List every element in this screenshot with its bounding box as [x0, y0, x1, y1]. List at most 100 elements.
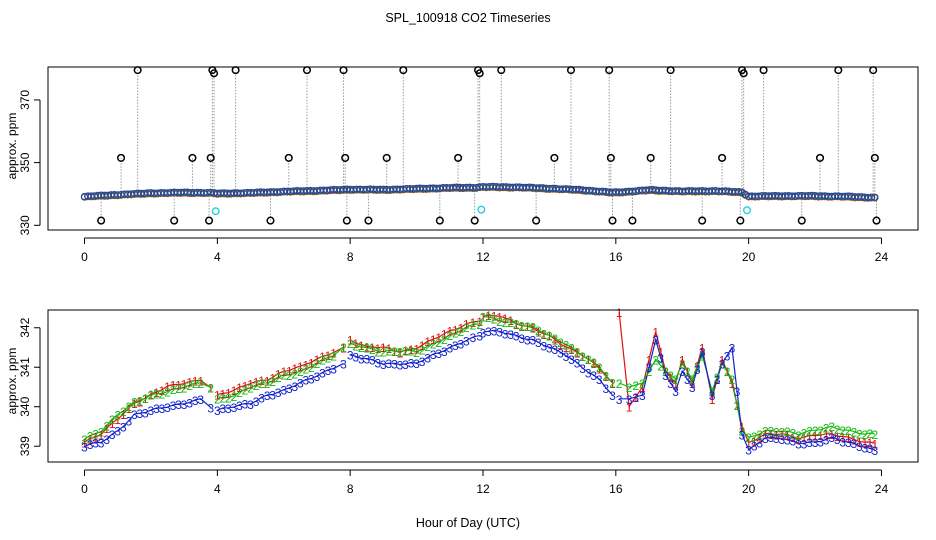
series-2-label: 2 [574, 345, 581, 359]
series-1-label: 1 [225, 387, 232, 401]
series-2-label: 2 [491, 312, 498, 326]
series-2-label: 2 [358, 341, 365, 355]
series-3-label: 3 [314, 370, 321, 384]
figure-title: SPL_100918 CO2 Timeseries [385, 11, 550, 25]
series-1-label: 1 [142, 392, 149, 406]
series-2-label: 2 [502, 316, 509, 330]
series-2-label: 2 [352, 340, 359, 354]
series-2-label: 2 [667, 369, 674, 383]
series-2-label: 2 [264, 377, 271, 391]
series-3-label: 3 [795, 437, 802, 451]
series-2-label: 2 [603, 370, 610, 384]
series-1-label: 1 [236, 381, 243, 395]
series-2-label: 2 [413, 346, 420, 360]
series-3-label: 3 [363, 353, 370, 367]
series-3-label: 3 [247, 398, 254, 412]
top-x-tick-label: 4 [214, 250, 221, 264]
series-2-label: 2 [745, 431, 752, 445]
top-plot-frame [47, 66, 919, 231]
series-1-label: 1 [408, 343, 415, 357]
series-1-label: 1 [684, 365, 691, 379]
series-1-label: 1 [458, 321, 465, 335]
series-3-label: 3 [513, 329, 520, 343]
series-2-label: 2 [181, 382, 188, 396]
series-2-label: 2 [485, 311, 492, 325]
series-2-label: 2 [159, 388, 166, 402]
series-1-label: 1 [845, 431, 852, 445]
top-x-tick-label: 24 [875, 250, 889, 264]
series-2-label: 2 [867, 427, 874, 441]
series-1-label: 1 [470, 316, 477, 330]
series-1-label: 1 [435, 331, 442, 345]
bottom-y-tick-label: 342 [18, 317, 32, 337]
series-2-label: 2 [839, 424, 846, 438]
series-3-label: 3 [529, 333, 536, 347]
series-3-label: 3 [142, 407, 149, 421]
series-1-label: 1 [867, 436, 874, 450]
series-1-label: 1 [286, 365, 293, 379]
series-1-label: 1 [303, 358, 310, 372]
series-1-label: 1 [568, 343, 575, 357]
series-1-label: 1 [386, 342, 393, 356]
series-2-label: 2 [513, 318, 520, 332]
series-3-label: 3 [507, 328, 514, 342]
spike-point [204, 216, 214, 225]
series-3-label: 3 [352, 350, 359, 364]
series-3-label: 3 [391, 357, 398, 371]
series-2-label: 2 [297, 365, 304, 379]
spike-point [284, 153, 293, 162]
series-2-label: 2 [109, 413, 116, 427]
series-1-label: 1 [197, 374, 204, 388]
series-2-label: 2 [817, 424, 824, 438]
series-2-label: 2 [734, 399, 741, 413]
spike-point [718, 153, 727, 162]
spike-point [97, 216, 106, 225]
spike-point [117, 153, 126, 162]
series-3-label: 3 [264, 389, 271, 403]
series-2-label: 2 [535, 324, 542, 338]
spike-point [815, 153, 825, 162]
bottom-x-tick-label: 4 [214, 482, 221, 496]
series-3-label: 3 [347, 348, 354, 362]
series-1-label: 1 [397, 346, 404, 360]
series-2-label: 2 [529, 320, 536, 334]
series-3-label: 3 [386, 357, 393, 371]
series-2-label: 2 [541, 328, 548, 342]
series-3-label: 3 [424, 351, 431, 365]
top-x-tick-label: 16 [609, 250, 623, 264]
series-3-label: 3 [269, 389, 276, 403]
series-2-label: 2 [397, 346, 404, 360]
series-1-label: 1 [529, 322, 536, 336]
series-3-label: 3 [596, 373, 603, 387]
series-3-label: 3 [639, 389, 646, 403]
series-3-label: 3 [148, 404, 155, 418]
series-1-label: 1 [823, 428, 830, 442]
series-1-label: 1 [247, 378, 254, 392]
series-1-label: 1 [812, 430, 819, 444]
series-2-label: 2 [391, 345, 398, 359]
series-1-label: 1 [552, 333, 559, 347]
series-2-label: 2 [632, 379, 639, 393]
series-2-label: 2 [280, 369, 287, 383]
series-2-label: 2 [579, 350, 586, 364]
series-1-label: 1 [790, 431, 797, 445]
series-1-label: 1 [391, 345, 398, 359]
series-3-label: 3 [319, 366, 326, 380]
series-3-label: 3 [546, 341, 553, 355]
series-3-label: 3 [325, 364, 332, 378]
series-3-label: 3 [535, 336, 542, 350]
spike-point [872, 216, 881, 225]
series-3-label: 3 [745, 444, 752, 458]
cyan-point [477, 205, 486, 214]
series-3-label: 3 [303, 374, 310, 388]
series-2-label: 2 [258, 377, 265, 391]
series-3-label: 3 [413, 357, 420, 371]
series-2-label: 2 [856, 428, 863, 442]
series-2-label: 2 [286, 369, 293, 383]
series-1-label: 1 [709, 393, 716, 407]
series-3-label: 3 [397, 359, 404, 373]
top-y-axis-label: approx. ppm [5, 113, 19, 180]
series-3-label: 3 [590, 369, 597, 383]
series-3-label: 3 [197, 393, 204, 407]
